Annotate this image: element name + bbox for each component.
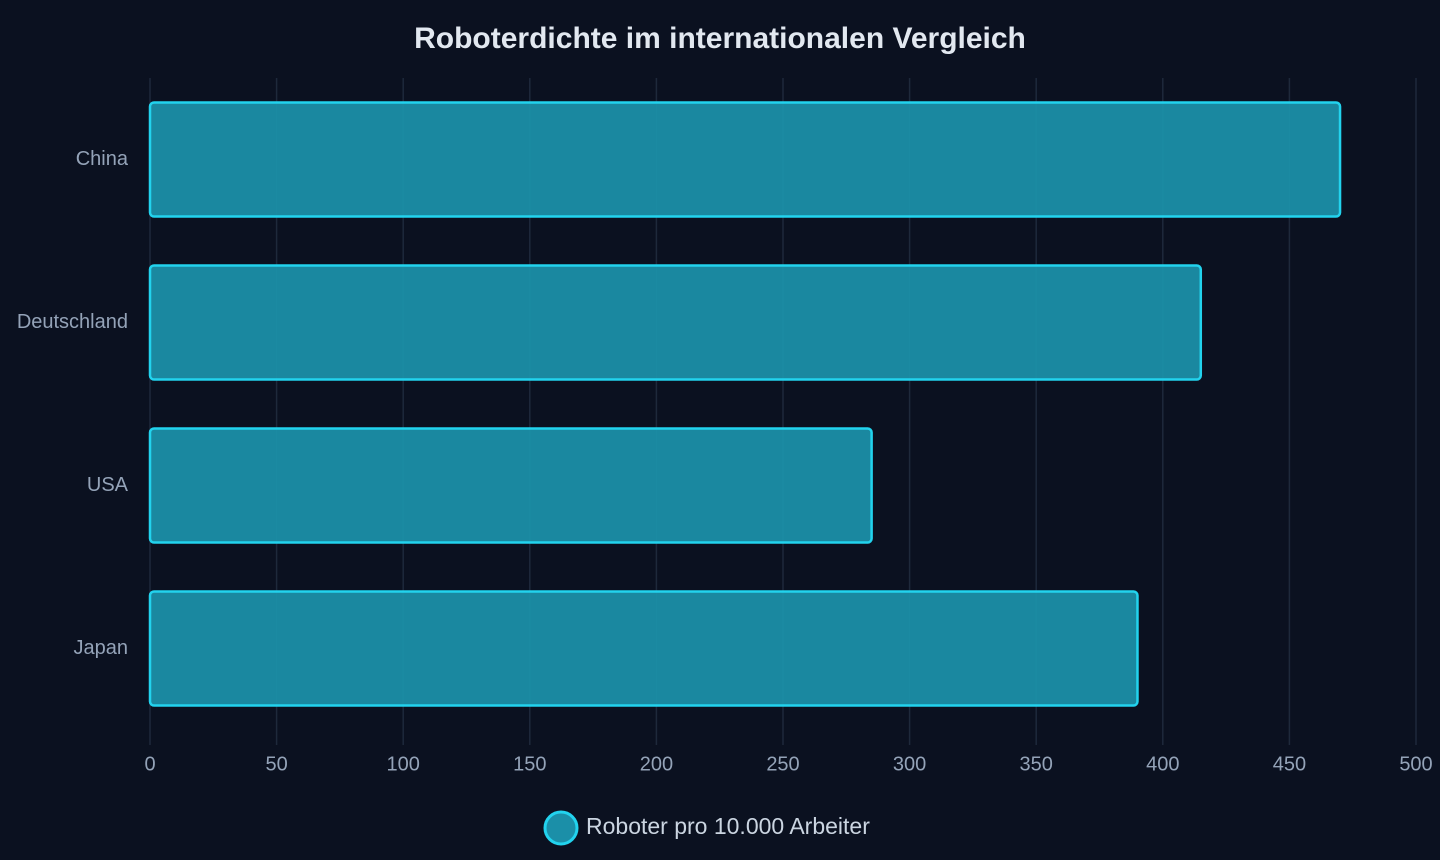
- x-tick-label: 250: [766, 753, 799, 775]
- legend-label: Roboter pro 10.000 Arbeiter: [586, 813, 870, 839]
- x-tick-label: 200: [640, 753, 673, 775]
- x-tick-label: 350: [1020, 753, 1053, 775]
- x-tick-label: 450: [1273, 753, 1306, 775]
- bar: [148, 101, 1342, 218]
- x-tick-label: 150: [513, 753, 546, 775]
- x-tick-label: 500: [1399, 753, 1432, 775]
- x-tick-label: 400: [1146, 753, 1179, 775]
- bar: [148, 264, 1203, 381]
- bar: [148, 590, 1139, 707]
- y-tick-label: Deutschland: [17, 311, 128, 333]
- y-tick-label: China: [76, 148, 129, 170]
- chart-title: Roboterdichte im internationalen Verglei…: [414, 22, 1026, 55]
- y-tick-label: USA: [87, 474, 129, 496]
- x-tick-label: 100: [387, 753, 420, 775]
- x-tick-label: 300: [893, 753, 926, 775]
- x-tick-label: 50: [265, 753, 287, 775]
- bar: [148, 427, 873, 544]
- legend-marker: [543, 810, 579, 846]
- x-tick-label: 0: [144, 753, 155, 775]
- y-tick-label: Japan: [74, 637, 129, 659]
